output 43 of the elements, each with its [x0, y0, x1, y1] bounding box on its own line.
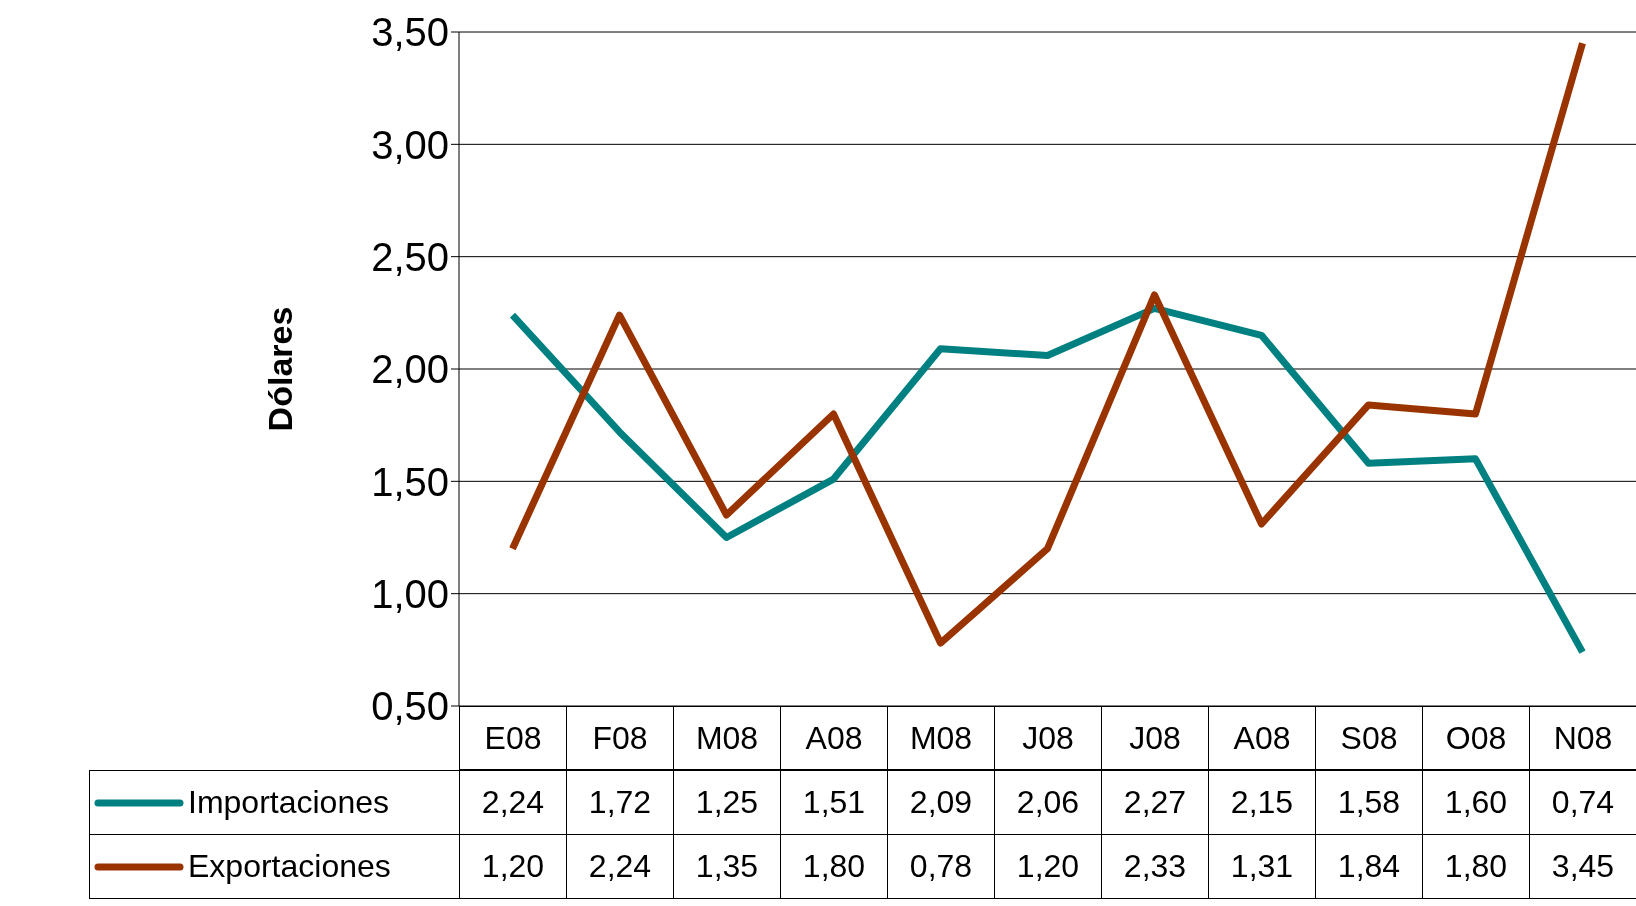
data-label: 2,06 — [994, 770, 1102, 835]
y-tick-label: 3,50 — [371, 10, 449, 55]
y-axis-title: Dólares — [261, 306, 300, 432]
x-tick-label: N08 — [1529, 706, 1636, 770]
data-label: 1,60 — [1422, 770, 1530, 835]
data-label: 1,20 — [459, 834, 567, 899]
y-tick-label: 1,50 — [371, 459, 449, 504]
data-label: 2,33 — [1101, 834, 1209, 899]
x-tick-label: M08 — [887, 706, 995, 770]
data-label: 2,24 — [566, 834, 674, 899]
data-label: 2,09 — [887, 770, 995, 835]
x-tick-label: O08 — [1422, 706, 1530, 770]
data-label: 0,78 — [887, 834, 995, 899]
x-tick-label: F08 — [566, 706, 674, 770]
y-tick-label: 2,00 — [371, 347, 449, 392]
x-tick-label: A08 — [1208, 706, 1316, 770]
data-label: 1,51 — [780, 770, 888, 835]
data-label: 1,58 — [1315, 770, 1423, 835]
data-label: 1,31 — [1208, 834, 1316, 899]
x-tick-label: M08 — [673, 706, 781, 770]
data-label: 1,20 — [994, 834, 1102, 899]
x-tick-label: A08 — [780, 706, 888, 770]
data-label: 1,25 — [673, 770, 781, 835]
data-label: 1,84 — [1315, 834, 1423, 899]
data-label: 1,35 — [673, 834, 781, 899]
x-tick-label: S08 — [1315, 706, 1423, 770]
x-tick-label: J08 — [1101, 706, 1209, 770]
data-label: 1,72 — [566, 770, 674, 835]
data-label: 1,80 — [780, 834, 888, 899]
data-label: 3,45 — [1529, 834, 1636, 899]
y-tick-label: 2,50 — [371, 234, 449, 279]
y-tick-label: 0,50 — [371, 684, 449, 729]
data-label: 0,74 — [1529, 770, 1636, 835]
data-label: 2,24 — [459, 770, 567, 835]
y-tick-label: 3,00 — [371, 122, 449, 167]
y-tick-label: 1,00 — [371, 571, 449, 616]
legend-label: Importaciones — [188, 784, 389, 821]
data-label: 2,15 — [1208, 770, 1316, 835]
data-label: 2,27 — [1101, 770, 1209, 835]
x-tick-label: E08 — [459, 706, 567, 770]
data-label: 1,80 — [1422, 834, 1530, 899]
x-tick-label: J08 — [994, 706, 1102, 770]
legend-label: Exportaciones — [188, 848, 391, 885]
